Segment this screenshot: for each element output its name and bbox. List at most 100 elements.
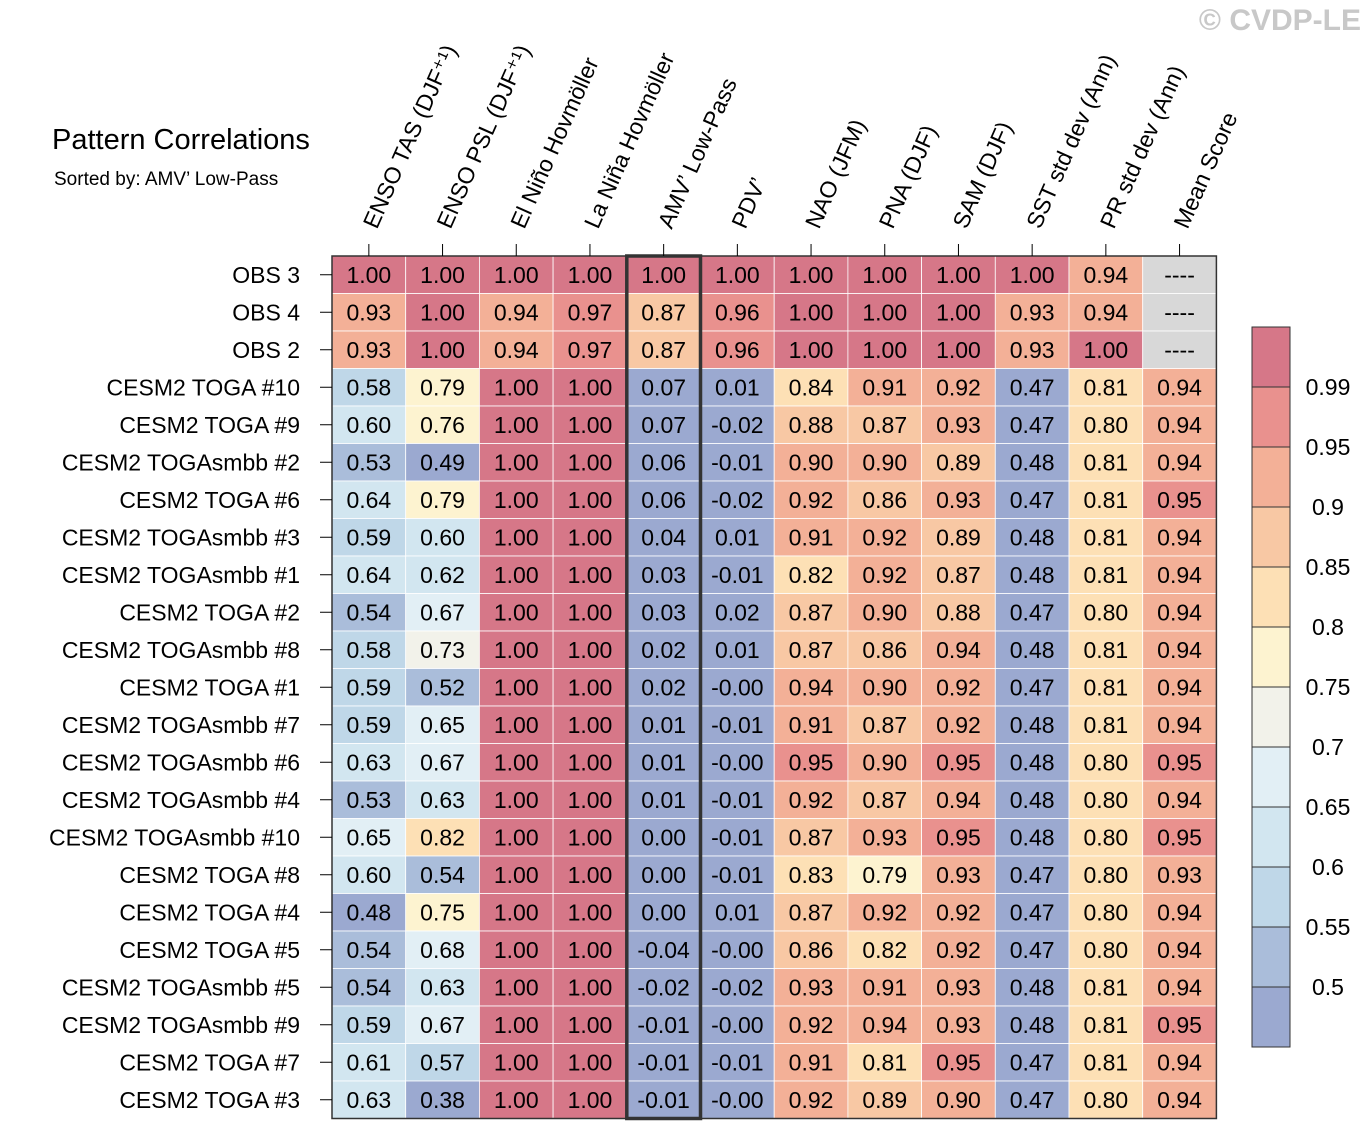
cell-value-label: 1.00 (494, 974, 539, 1000)
colorbar-label: 0.7 (1312, 734, 1344, 760)
heatmap-cell (700, 593, 775, 632)
cell-value-label: 0.90 (862, 749, 907, 775)
cell-value-label: 0.91 (789, 712, 834, 738)
colorbar-segment (1251, 926, 1291, 988)
heatmap-cell (994, 855, 1070, 894)
cell-value-label: 0.92 (789, 787, 834, 813)
heatmap-cell (773, 368, 849, 407)
heatmap-cell (405, 705, 480, 744)
heatmap-cell (700, 1005, 775, 1044)
cell-value-label: 0.94 (1157, 937, 1202, 963)
heatmap-cell (994, 555, 1070, 594)
cell-value-label: 0.81 (1083, 637, 1128, 663)
heatmap-cell (847, 743, 923, 782)
row-label: CESM2 TOGAsmbb #9 (62, 1012, 300, 1038)
cell-value-label: 0.01 (641, 787, 686, 813)
cell-value-label: -0.00 (711, 1087, 763, 1113)
cell-value-label: 1.00 (494, 524, 539, 550)
heatmap-cell (1068, 593, 1144, 632)
cell-value-label: 1.00 (494, 1049, 539, 1075)
heatmap-cell (478, 1005, 554, 1044)
heatmap-cell (478, 743, 554, 782)
heatmap-cell (1068, 818, 1144, 857)
cell-value-label: 0.81 (1083, 1049, 1128, 1075)
cell-value-label: 1.00 (568, 449, 613, 475)
column-label: Mean Score (1168, 108, 1242, 232)
cell-value-label: 0.47 (1010, 899, 1055, 925)
row-label: CESM2 TOGA #10 (107, 374, 300, 400)
heatmap-cell (552, 405, 628, 444)
cell-value-label: 0.76 (420, 412, 465, 438)
cell-value-label: 1.00 (494, 487, 539, 513)
heatmap-cell (921, 480, 996, 519)
heatmap-cell (1142, 930, 1217, 969)
cell-value-label: 0.01 (641, 712, 686, 738)
cell-value-label: 0.92 (862, 524, 907, 550)
row-label: CESM2 TOGAsmbb #8 (62, 637, 300, 663)
cell-value-label: 0.92 (789, 1087, 834, 1113)
heatmap-cell (626, 968, 701, 1007)
heatmap-cell (478, 893, 554, 932)
cell-value-label: 0.83 (789, 862, 834, 888)
cell-value-label: -0.02 (711, 412, 763, 438)
cell-value-label: 0.87 (789, 599, 834, 625)
heatmap-cell (994, 480, 1070, 519)
cell-value-label: 0.94 (789, 674, 834, 700)
heatmap-cell (626, 593, 701, 632)
cell-value-label: 1.00 (494, 599, 539, 625)
cell-value-label: 0.75 (420, 899, 465, 925)
heatmap-cell (847, 518, 923, 557)
heatmap-cell (921, 818, 996, 857)
cell-value-label: 0.90 (862, 449, 907, 475)
cell-value-label: 0.47 (1010, 862, 1055, 888)
cell-value-label: 0.65 (420, 712, 465, 738)
cell-value-label: 1.00 (568, 374, 613, 400)
colorbar-label: 0.9 (1312, 494, 1344, 520)
cell-value-label: 0.86 (862, 637, 907, 663)
heatmap-cell (478, 855, 554, 894)
heatmap-cell (700, 893, 775, 932)
colorbar-label: 0.65 (1306, 794, 1351, 820)
cell-value-label: 0.81 (1083, 712, 1128, 738)
colorbar-label: 0.5 (1312, 974, 1344, 1000)
heatmap-cell (773, 630, 849, 669)
cell-value-label: 0.01 (715, 637, 760, 663)
cell-value-label: 0.92 (936, 899, 981, 925)
cell-value-label: 0.48 (1010, 1012, 1055, 1038)
row-label: CESM2 TOGAsmbb #3 (62, 524, 300, 550)
heatmap-cell (994, 405, 1070, 444)
heatmap-cell (331, 1005, 407, 1044)
cell-value-label: 1.00 (568, 974, 613, 1000)
cell-value-label: 0.60 (420, 524, 465, 550)
cell-value-label: 0.93 (346, 337, 391, 363)
cell-value-label: 0.94 (1157, 637, 1202, 663)
cell-value-label: 0.47 (1010, 599, 1055, 625)
cell-value-label: 0.81 (1083, 374, 1128, 400)
heatmap-cell (773, 1080, 849, 1119)
heatmap-cell (552, 780, 628, 819)
heatmap-cell (405, 855, 480, 894)
heatmap-cell (331, 780, 407, 819)
heatmap-cell (700, 743, 775, 782)
heatmap-cell (1142, 518, 1217, 557)
cell-value-label: 0.81 (1083, 974, 1128, 1000)
row-label: CESM2 TOGA #3 (119, 1087, 300, 1113)
heatmap-cell (552, 518, 628, 557)
cell-value-label: 0.95 (936, 1049, 981, 1075)
cell-value-label: 0.89 (936, 524, 981, 550)
row-label: CESM2 TOGA #7 (119, 1049, 300, 1075)
heatmap-cell (1068, 968, 1144, 1007)
cell-value-label: 0.54 (346, 974, 391, 1000)
heatmap-cell (405, 255, 480, 294)
column-label: PNA (DJF) (874, 121, 942, 232)
heatmap-cell (700, 555, 775, 594)
heatmap-cell (1142, 480, 1217, 519)
cell-value-label: 0.86 (789, 937, 834, 963)
cell-value-label: 0.63 (420, 974, 465, 1000)
heatmap-cell (847, 968, 923, 1007)
cell-value-label: 0.96 (715, 299, 760, 325)
heatmap-cell (847, 668, 923, 707)
heatmap-cell (1142, 405, 1217, 444)
heatmap-cell (921, 893, 996, 932)
cell-value-label: 0.06 (641, 449, 686, 475)
